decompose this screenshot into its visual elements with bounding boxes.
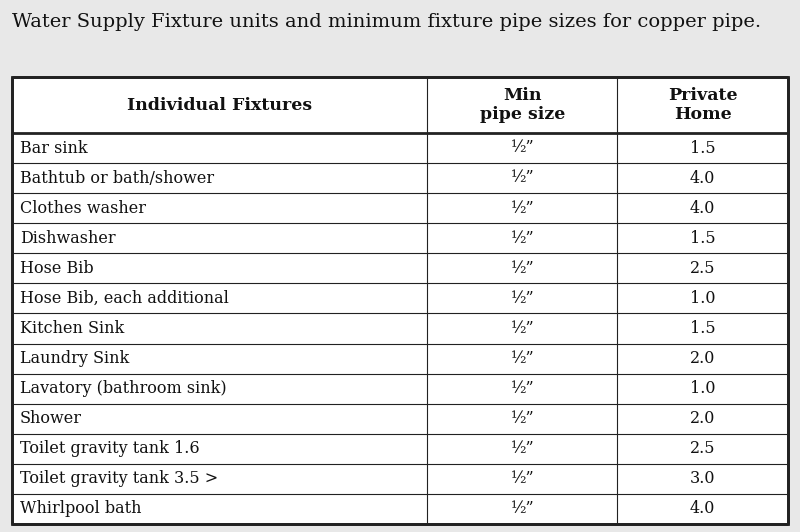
Text: Toilet gravity tank 1.6: Toilet gravity tank 1.6: [20, 440, 200, 458]
Text: Hose Bib: Hose Bib: [20, 260, 94, 277]
Text: ½”: ½”: [510, 320, 534, 337]
Text: ½”: ½”: [510, 440, 534, 458]
Text: 4.0: 4.0: [690, 501, 715, 518]
FancyBboxPatch shape: [12, 77, 788, 524]
Text: 4.0: 4.0: [690, 200, 715, 217]
Text: ½”: ½”: [510, 170, 534, 187]
Text: Private
Home: Private Home: [668, 87, 738, 123]
Text: Clothes washer: Clothes washer: [20, 200, 146, 217]
Text: 1.0: 1.0: [690, 290, 715, 307]
Text: 1.0: 1.0: [690, 380, 715, 397]
Text: 1.5: 1.5: [690, 320, 715, 337]
Text: 2.0: 2.0: [690, 410, 715, 427]
Text: ½”: ½”: [510, 350, 534, 367]
Text: ½”: ½”: [510, 470, 534, 487]
Text: Laundry Sink: Laundry Sink: [20, 350, 130, 367]
Text: 1.5: 1.5: [690, 230, 715, 247]
Text: 2.5: 2.5: [690, 260, 715, 277]
Text: 4.0: 4.0: [690, 170, 715, 187]
Text: Bar sink: Bar sink: [20, 139, 88, 156]
Text: 3.0: 3.0: [690, 470, 715, 487]
Text: ½”: ½”: [510, 139, 534, 156]
Text: Lavatory (bathroom sink): Lavatory (bathroom sink): [20, 380, 226, 397]
Text: 2.5: 2.5: [690, 440, 715, 458]
Text: Whirlpool bath: Whirlpool bath: [20, 501, 142, 518]
Text: Kitchen Sink: Kitchen Sink: [20, 320, 124, 337]
Text: 1.5: 1.5: [690, 139, 715, 156]
Text: ½”: ½”: [510, 260, 534, 277]
Text: ½”: ½”: [510, 501, 534, 518]
Text: ½”: ½”: [510, 290, 534, 307]
Text: Water Supply Fixture units and minimum fixture pipe sizes for copper pipe.: Water Supply Fixture units and minimum f…: [12, 13, 761, 31]
Text: Toilet gravity tank 3.5 >: Toilet gravity tank 3.5 >: [20, 470, 218, 487]
Text: ½”: ½”: [510, 380, 534, 397]
Text: Dishwasher: Dishwasher: [20, 230, 116, 247]
Text: ½”: ½”: [510, 410, 534, 427]
Text: ½”: ½”: [510, 230, 534, 247]
Text: Hose Bib, each additional: Hose Bib, each additional: [20, 290, 229, 307]
Text: 2.0: 2.0: [690, 350, 715, 367]
Text: Individual Fixtures: Individual Fixtures: [127, 97, 312, 113]
Text: ½”: ½”: [510, 200, 534, 217]
Text: Min
pipe size: Min pipe size: [479, 87, 565, 123]
Text: Shower: Shower: [20, 410, 82, 427]
Text: Bathtub or bath/shower: Bathtub or bath/shower: [20, 170, 214, 187]
